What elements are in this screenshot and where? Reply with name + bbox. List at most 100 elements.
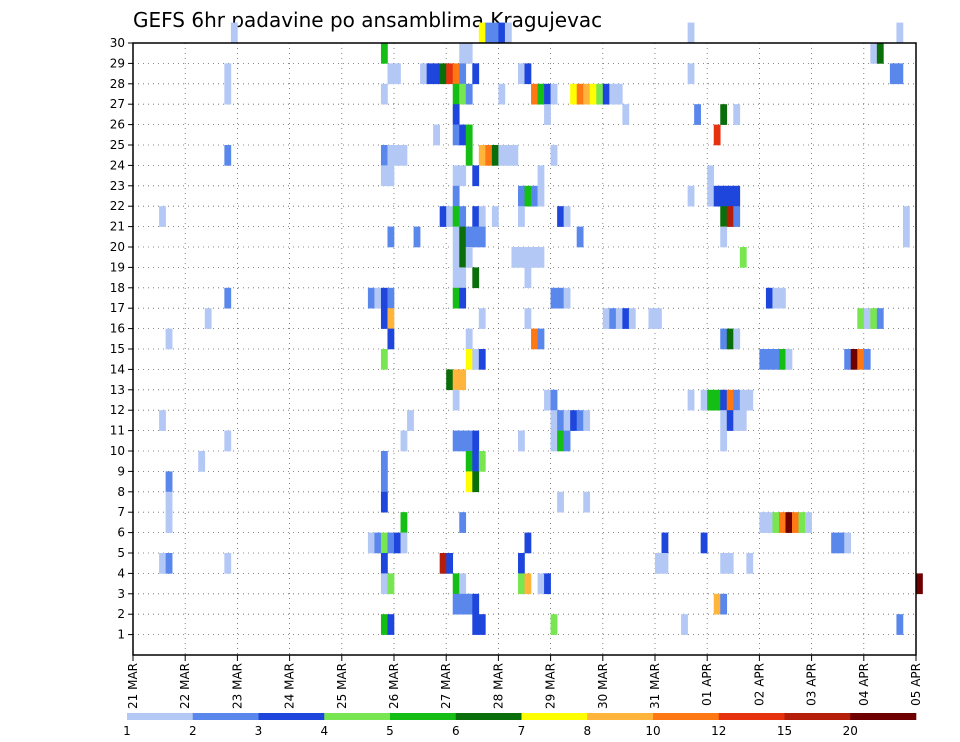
heatmap-cell <box>602 308 610 329</box>
heatmap-cell <box>739 247 747 268</box>
heatmap-cell <box>380 165 388 187</box>
colorbar-label: 1 <box>123 724 131 738</box>
heatmap-cell <box>531 328 538 350</box>
heatmap-cell <box>459 206 467 227</box>
heatmap-cell <box>563 430 571 452</box>
heatmap-cell <box>550 145 558 166</box>
heatmap-cell <box>563 206 571 227</box>
heatmap-cell <box>230 22 238 44</box>
heatmap-cell <box>465 83 473 105</box>
heatmap-cell <box>224 83 232 105</box>
heatmap-cell <box>765 287 773 309</box>
colorbar-label: 6 <box>452 724 460 738</box>
y-tick-label: 21 <box>110 220 125 234</box>
x-tick-label: 27 MAR <box>439 663 453 709</box>
y-tick-label: 14 <box>110 362 125 376</box>
heatmap-cell <box>204 308 212 329</box>
heatmap-cell <box>687 63 695 85</box>
heatmap-cell <box>700 389 708 411</box>
y-tick-label: 2 <box>117 607 125 621</box>
colorbar-swatch <box>324 713 391 720</box>
heatmap-cell <box>537 573 545 595</box>
y-tick-label: 11 <box>110 424 125 438</box>
heatmap-cell <box>707 165 715 187</box>
heatmap-cell <box>759 512 767 533</box>
heatmap-cell <box>380 83 388 105</box>
heatmap-cell <box>524 308 532 329</box>
heatmap-cell <box>733 104 741 125</box>
heatmap-cell <box>713 124 721 146</box>
heatmap-cell <box>433 124 440 146</box>
heatmap-cell <box>504 22 512 44</box>
heatmap-cell <box>733 206 741 227</box>
heatmap-cell <box>387 63 395 85</box>
chart-title: GEFS 6hr padavine po ansamblima Kragujev… <box>133 8 602 32</box>
heatmap-cell <box>459 369 467 391</box>
heatmap-cell <box>394 145 401 166</box>
heatmap-cell <box>465 471 473 493</box>
heatmap-cell <box>537 165 545 187</box>
heatmap-cell <box>609 83 617 105</box>
heatmap-cell <box>452 267 460 289</box>
heatmap-cell <box>537 185 545 207</box>
heatmap-cell <box>655 553 662 574</box>
heatmap-cell <box>224 553 232 574</box>
x-tick-label: 02 APR <box>752 663 766 706</box>
heatmap-cell <box>746 553 754 574</box>
heatmap-cell <box>387 328 395 350</box>
heatmap-cell <box>380 491 388 513</box>
heatmap-cell <box>367 287 375 309</box>
heatmap-cell <box>517 247 525 268</box>
heatmap-cell <box>472 165 480 187</box>
heatmap-cell <box>694 104 701 125</box>
colorbar-swatch <box>587 713 654 720</box>
colorbar-label: 12 <box>711 724 726 738</box>
heatmap-cell <box>491 206 499 227</box>
heatmap-cell <box>622 104 630 125</box>
heatmap-cell <box>472 430 480 452</box>
heatmap-cell <box>544 104 551 125</box>
heatmap-cell <box>550 83 558 105</box>
heatmap-cell <box>550 410 558 431</box>
heatmap-cell <box>165 491 173 513</box>
y-tick-label: 8 <box>117 485 125 499</box>
heatmap-cell <box>785 512 793 533</box>
x-tick-label: 26 MAR <box>387 663 401 709</box>
colorbar-swatch <box>784 713 851 720</box>
heatmap-cell <box>648 308 656 329</box>
heatmap-cell <box>452 573 460 595</box>
heatmap-cell <box>733 410 741 431</box>
heatmap-cell <box>661 553 669 574</box>
heatmap-cell <box>570 410 577 431</box>
heatmap-cell <box>576 226 584 248</box>
heatmap-cell <box>700 532 708 554</box>
heatmap-cell <box>609 308 617 329</box>
heatmap-cell <box>387 145 395 166</box>
y-tick-label: 15 <box>110 342 125 356</box>
heatmap-cell <box>446 63 454 85</box>
heatmap-cell <box>733 185 741 207</box>
heatmap-cell <box>544 573 551 595</box>
heatmap-cell <box>452 593 460 615</box>
colorbar-swatch <box>127 713 194 720</box>
heatmap-cell <box>165 553 173 574</box>
heatmap-cell <box>557 287 564 309</box>
heatmap-cell <box>733 328 741 350</box>
heatmap-cell <box>452 430 460 452</box>
heatmap-cell <box>498 145 506 166</box>
heatmap-cell <box>531 185 538 207</box>
heatmap-cell <box>459 247 467 268</box>
heatmap-cell <box>615 83 623 105</box>
heatmap-cell <box>465 43 473 64</box>
heatmap-cell <box>524 532 532 554</box>
heatmap-cell <box>857 308 865 329</box>
heatmap-cell <box>465 451 473 472</box>
heatmap-cell <box>459 124 467 146</box>
heatmap-cell <box>433 63 440 85</box>
colorbar-label: 2 <box>189 724 197 738</box>
colorbar-label: 20 <box>843 724 858 738</box>
y-tick-label: 19 <box>110 260 125 274</box>
y-tick-label: 24 <box>110 158 125 172</box>
heatmap-cell <box>165 512 173 533</box>
